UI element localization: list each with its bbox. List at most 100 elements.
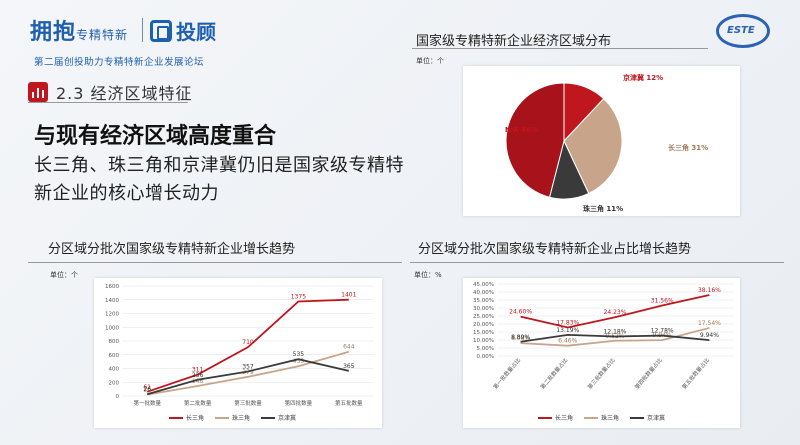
legend-label: 长三角 [186, 414, 204, 422]
legend-label: 珠三角 [601, 414, 619, 422]
data-label: 433 [293, 358, 305, 365]
data-label: 8.06% [511, 335, 530, 342]
data-label: 38.16% [698, 287, 721, 294]
series-line [147, 350, 350, 396]
section-divider [28, 102, 188, 103]
y-tick-label: 600 [109, 353, 120, 359]
y-tick-label: 1400 [105, 298, 119, 304]
ratio-chart-title: 分区域分批次国家级专精特新企业占比增长趋势 [418, 242, 692, 257]
count-chart-card: 0 200 400 600 800 1000 1200 1400 1600 第一批数量 第二批数量 第… [94, 278, 382, 428]
count-chart-rule [28, 262, 402, 263]
x-tick-label: 第一批数量占比 [491, 356, 522, 391]
pie-label: 珠三角 11% [583, 204, 623, 213]
y-tick-label: 800 [109, 339, 120, 345]
ratio-chart-unit: 单位：% [414, 271, 442, 279]
count-chart-title: 分区域分批次国家级专精特新企业增长趋势 [48, 242, 296, 257]
logo-divider [142, 18, 143, 42]
x-tick-label: 第五批数量占比 [680, 356, 711, 391]
pie-title-rule [412, 48, 708, 49]
pie-title: 国家级专精特新企业经济区域分布 [416, 34, 612, 49]
y-tick-label: 30.00% [473, 306, 494, 312]
pie-label: 京津冀 12% [623, 73, 663, 82]
pie-slice [505, 82, 565, 198]
count-chart: 0 200 400 600 800 1000 1200 1400 1600 第一批数量 第二批数量 第… [105, 284, 374, 422]
series-line [146, 358, 350, 396]
data-label: 710 [242, 339, 254, 346]
y-tick-label: 5.00% [477, 346, 494, 352]
organizer-logo: ESTE [716, 14, 770, 48]
data-label: 17.83% [556, 319, 579, 326]
data-label: 365 [343, 363, 355, 370]
data-label: 146 [192, 378, 204, 385]
data-label: 6.46% [558, 338, 577, 345]
data-label: 13.19% [556, 327, 579, 334]
data-label: 311 [192, 367, 204, 374]
data-label: 1375 [291, 293, 306, 300]
data-label: 644 [343, 344, 355, 351]
y-tick-label: 0 [116, 394, 120, 400]
y-tick-label: 1200 [105, 312, 119, 318]
x-tick-label: 第二批数量占比 [538, 356, 569, 391]
brand-mark-icon [150, 19, 172, 42]
data-label: 24.60% [509, 309, 532, 316]
y-tick-label: 0.00% [477, 354, 494, 360]
x-tick-label: 第三批数量 [234, 399, 262, 407]
ratio-chart-rule [410, 262, 784, 263]
y-tick-label: 25.00% [473, 314, 494, 320]
section-title: 2.3 经济区域特征 [56, 84, 193, 103]
data-label: 8.89% [511, 334, 530, 341]
pie-unit: 单位：个 [416, 57, 444, 65]
x-tick-label: 第二批数量 [184, 399, 212, 407]
pie-label: 长三角 31% [668, 143, 708, 152]
y-tick-label: 40.00% [473, 290, 494, 296]
pie-slice [563, 98, 623, 195]
section-header: 2.3 经济区域特征 [28, 80, 193, 104]
x-tick-label: 第四批数量 [285, 399, 313, 407]
data-label: 17.54% [698, 320, 721, 327]
forum-subtitle: 第二届创投助力专精特新企业发展论坛 [34, 57, 205, 68]
data-label: 61 [143, 384, 151, 391]
ratio-chart-card: 0.00% 5.00% 10.00% 15.00% 20.00% 25.00% 30.00%… [463, 278, 740, 428]
y-tick-label: 1000 [105, 325, 119, 331]
y-tick-label: 400 [109, 367, 120, 373]
series-line [520, 294, 710, 329]
data-label: 1401 [341, 292, 356, 299]
data-label: 9.94% [700, 332, 719, 339]
x-tick-label: 第一批数量 [133, 399, 161, 407]
x-tick-label: 第五批数量 [335, 399, 363, 407]
data-label: 31.56% [651, 298, 674, 305]
y-tick-label: 10.00% [473, 338, 494, 344]
legend-label: 长三角 [555, 414, 573, 422]
ratio-chart: 0.00% 5.00% 10.00% 15.00% 20.00% 25.00% 30.00%… [473, 282, 733, 422]
body-text: 长三角、珠三角和京津冀仍旧是国家级专精特新企业的核心增长动力 [34, 155, 404, 204]
x-tick-label: 第三批数量占比 [586, 356, 617, 391]
pie-chart-card: 京津冀 12% 长三角 31% 珠三角 11% N/A 46% [463, 66, 740, 216]
y-tick-label: 200 [109, 380, 120, 386]
y-tick-label: 45.00% [473, 282, 494, 288]
legend-label: 京津冀 [647, 414, 665, 422]
data-label: 12.78% [651, 328, 674, 335]
headline: 与现有经济区域高度重合 [34, 124, 277, 149]
y-tick-label: 15.00% [473, 330, 494, 336]
y-tick-label: 1600 [105, 284, 119, 290]
pie-chart: 京津冀 12% 长三角 31% 珠三角 11% N/A 46% [505, 73, 708, 213]
series-line [146, 298, 349, 393]
legend-label: 京津冀 [278, 414, 296, 422]
series-line [520, 333, 710, 343]
data-label: 236 [192, 372, 204, 379]
brand-logo: 投顾 [150, 16, 216, 45]
event-logo: 拥抱专精特新 [30, 19, 129, 45]
data-label: 12.18% [604, 329, 627, 336]
x-tick-label: 第四批数量占比 [633, 356, 664, 391]
bar-chart-icon [28, 82, 48, 102]
data-label: 20 [143, 387, 151, 394]
data-label: 24.23% [604, 309, 627, 316]
y-tick-label: 20.00% [473, 322, 494, 328]
data-label: 357 [242, 363, 254, 370]
series-line [520, 327, 710, 347]
legend-label: 珠三角 [232, 414, 250, 422]
data-label: 535 [293, 351, 305, 358]
count-chart-unit: 单位：个 [50, 271, 78, 279]
y-tick-label: 35.00% [473, 298, 494, 304]
